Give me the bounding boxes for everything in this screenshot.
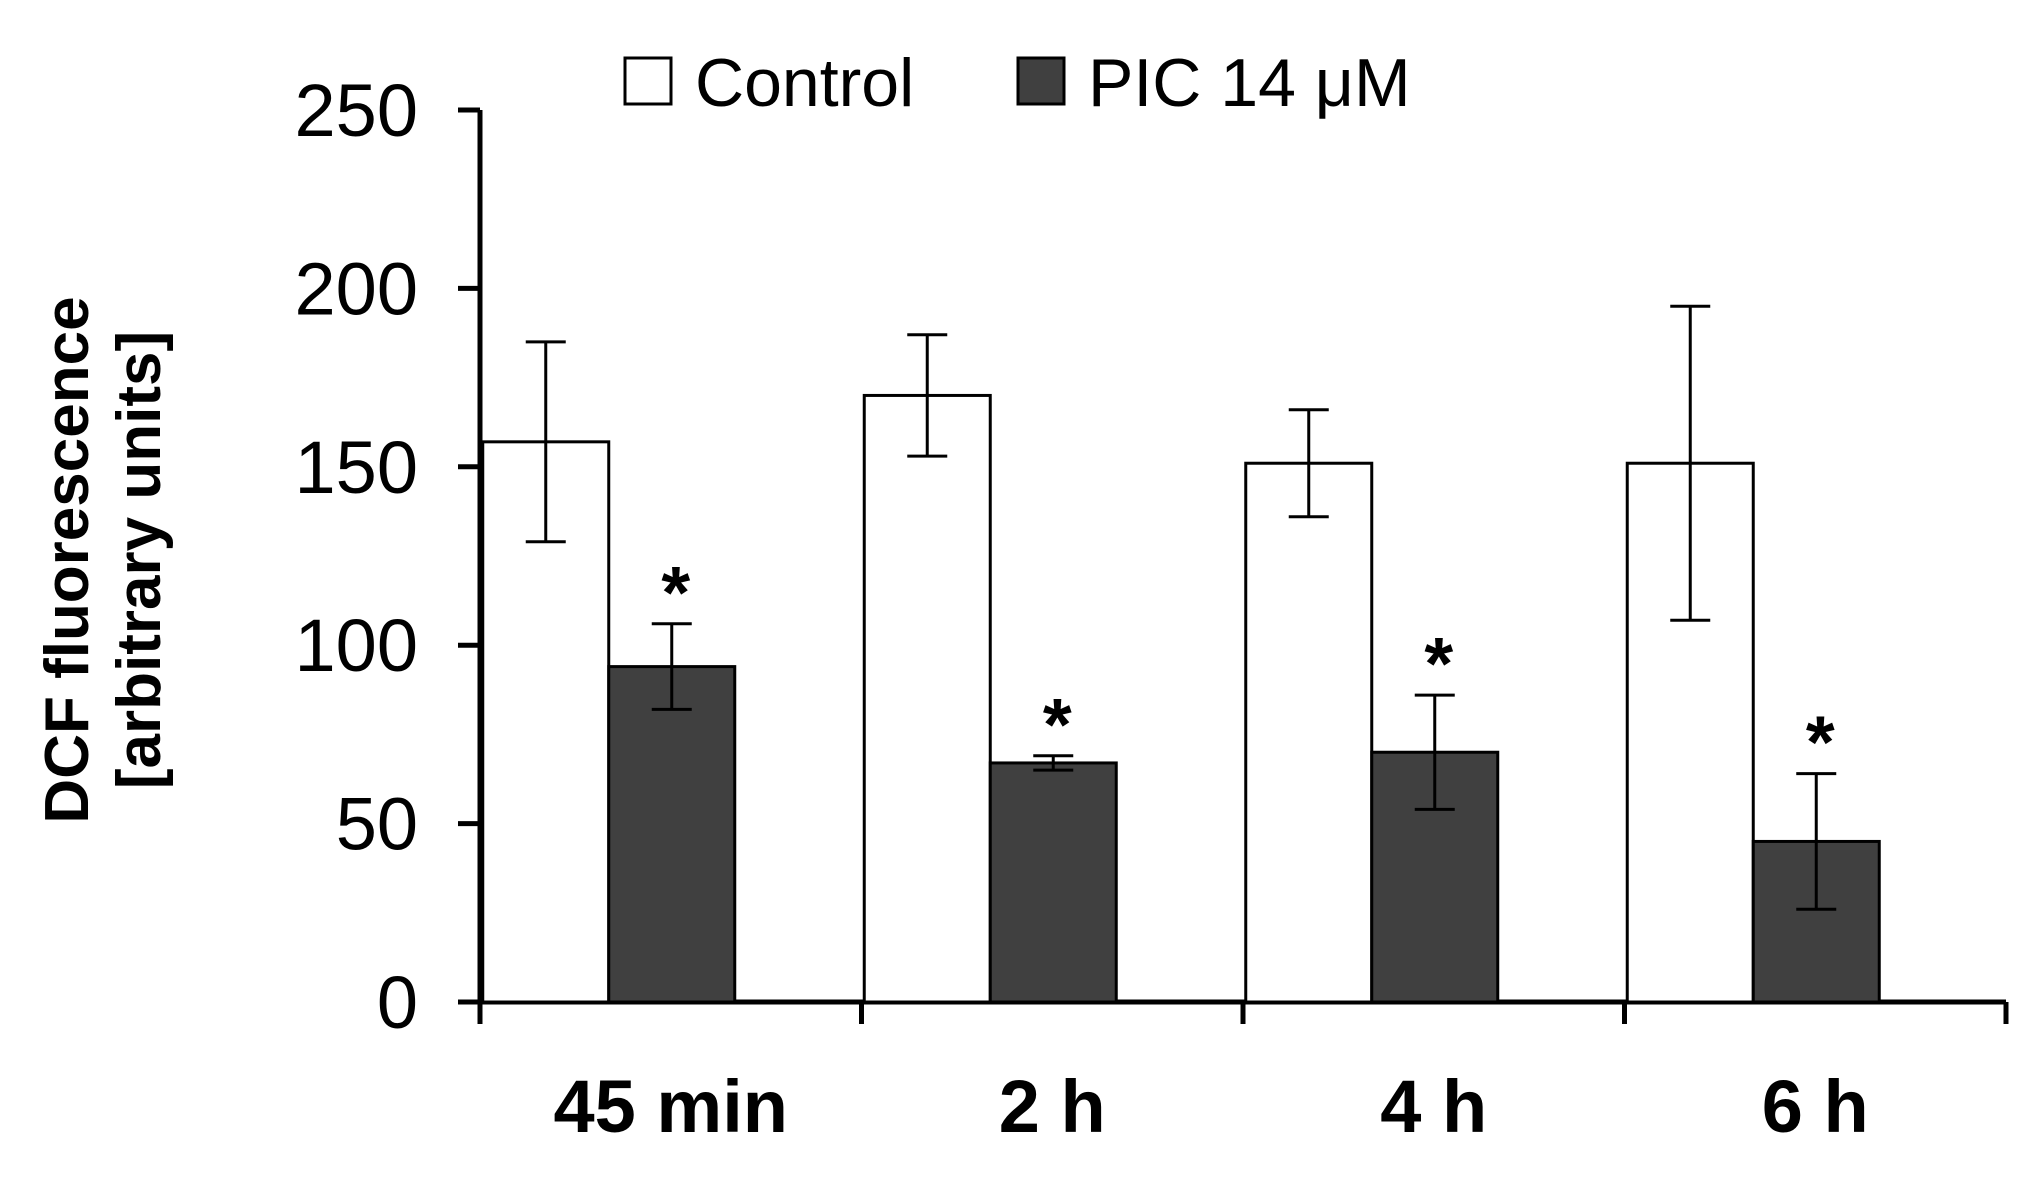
x-category-label: 45 min — [554, 1065, 788, 1148]
y-tick-label: 0 — [377, 961, 418, 1044]
x-category-label: 4 h — [1380, 1065, 1487, 1148]
y-tick-label: 200 — [295, 247, 418, 330]
y-axis-title: DCF fluorescence [arbitrary units] — [33, 296, 174, 823]
significance-marker: * — [1424, 622, 1453, 705]
y-tick-label: 50 — [336, 783, 418, 866]
legend-label-control: Control — [695, 45, 914, 121]
legend: Control PIC 14 μM — [623, 45, 1411, 121]
y-tick-label: 250 — [295, 69, 418, 152]
bar-pic-1 — [988, 761, 1118, 1004]
bar-pic-0 — [607, 665, 737, 1004]
y-tick-label: 100 — [295, 604, 418, 687]
x-category-label: 6 h — [1762, 1065, 1869, 1148]
significance-marker: * — [1806, 701, 1835, 784]
significance-marker: * — [661, 551, 690, 634]
legend-swatch-control — [623, 56, 673, 106]
significance-marker: * — [1043, 683, 1072, 766]
y-axis-title-line-2: [arbitrary units] — [105, 331, 174, 789]
y-tick-label: 150 — [295, 426, 418, 509]
legend-label-pic: PIC 14 μM — [1088, 45, 1411, 121]
bar-control-1 — [862, 393, 992, 1004]
y-axis-title-line-1: DCF fluorescence — [33, 296, 102, 823]
plot-area: 0 50 100 150 200 250 * 45 min * 2 h * 4 h * 6 h — [295, 69, 2009, 1148]
legend-swatch-pic — [1016, 56, 1066, 106]
bar-control-2 — [1244, 461, 1374, 1004]
x-category-label: 2 h — [999, 1065, 1106, 1148]
